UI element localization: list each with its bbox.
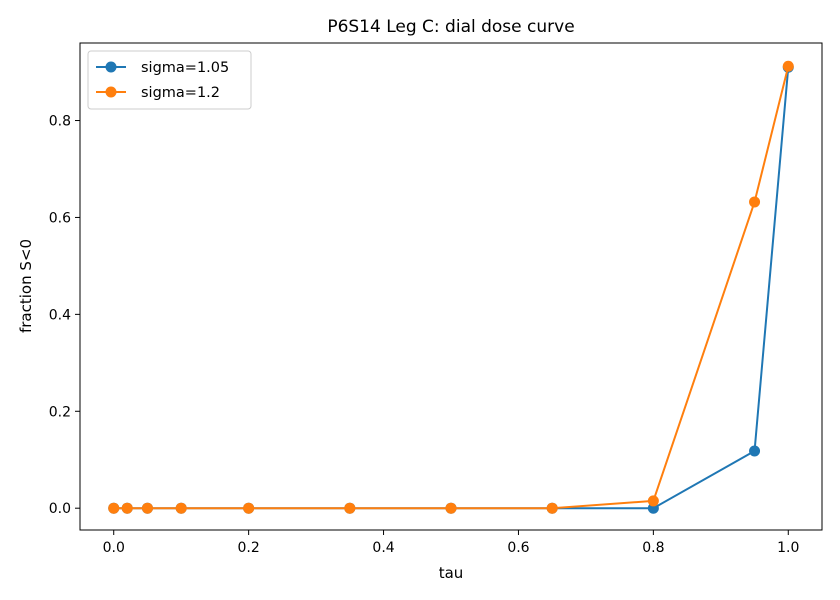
x-tick-label: 0.8 — [642, 540, 664, 556]
plot-area — [108, 60, 794, 514]
data-point — [749, 445, 761, 457]
y-axis-label: fraction S<0 — [17, 239, 35, 333]
y-axis: 0.0 0.2 0.4 0.6 0.8 — [49, 114, 80, 517]
legend-box — [87, 50, 252, 110]
legend-marker — [105, 61, 117, 73]
y-tick-label: 0.6 — [49, 210, 71, 226]
x-tick-label: 0.6 — [507, 540, 529, 556]
y-tick-label: 0.0 — [49, 501, 71, 517]
legend-label: sigma=1.05 — [141, 60, 229, 76]
y-tick-label: 0.8 — [49, 114, 71, 130]
x-tick-label: 0.2 — [238, 540, 260, 556]
legend-label: sigma=1.2 — [141, 85, 220, 101]
data-point — [141, 502, 153, 514]
data-point — [749, 196, 761, 208]
data-point — [344, 502, 356, 514]
x-axis-label: tau — [439, 564, 464, 582]
data-point — [121, 502, 133, 514]
data-point — [546, 502, 558, 514]
y-tick-label: 0.4 — [49, 307, 71, 323]
y-tick-label: 0.2 — [49, 404, 71, 420]
x-axis: 0.0 0.2 0.4 0.6 0.8 1.0 — [103, 530, 799, 556]
series-2 — [108, 60, 794, 514]
legend-item: sigma=1.2 — [96, 85, 220, 101]
chart-title: P6S14 Leg C: dial dose curve — [327, 17, 574, 37]
legend-marker — [105, 86, 117, 98]
data-point — [175, 502, 187, 514]
x-tick-label: 0.4 — [372, 540, 394, 556]
x-tick-label: 1.0 — [777, 540, 799, 556]
data-point — [243, 502, 255, 514]
data-point — [108, 502, 120, 514]
x-tick-label: 0.0 — [103, 540, 125, 556]
data-point — [647, 495, 659, 507]
plot-frame — [79, 42, 823, 531]
data-point — [445, 502, 457, 514]
data-point — [782, 60, 794, 72]
legend-item: sigma=1.05 — [96, 60, 229, 76]
legend: sigma=1.05 sigma=1.2 — [87, 50, 252, 110]
